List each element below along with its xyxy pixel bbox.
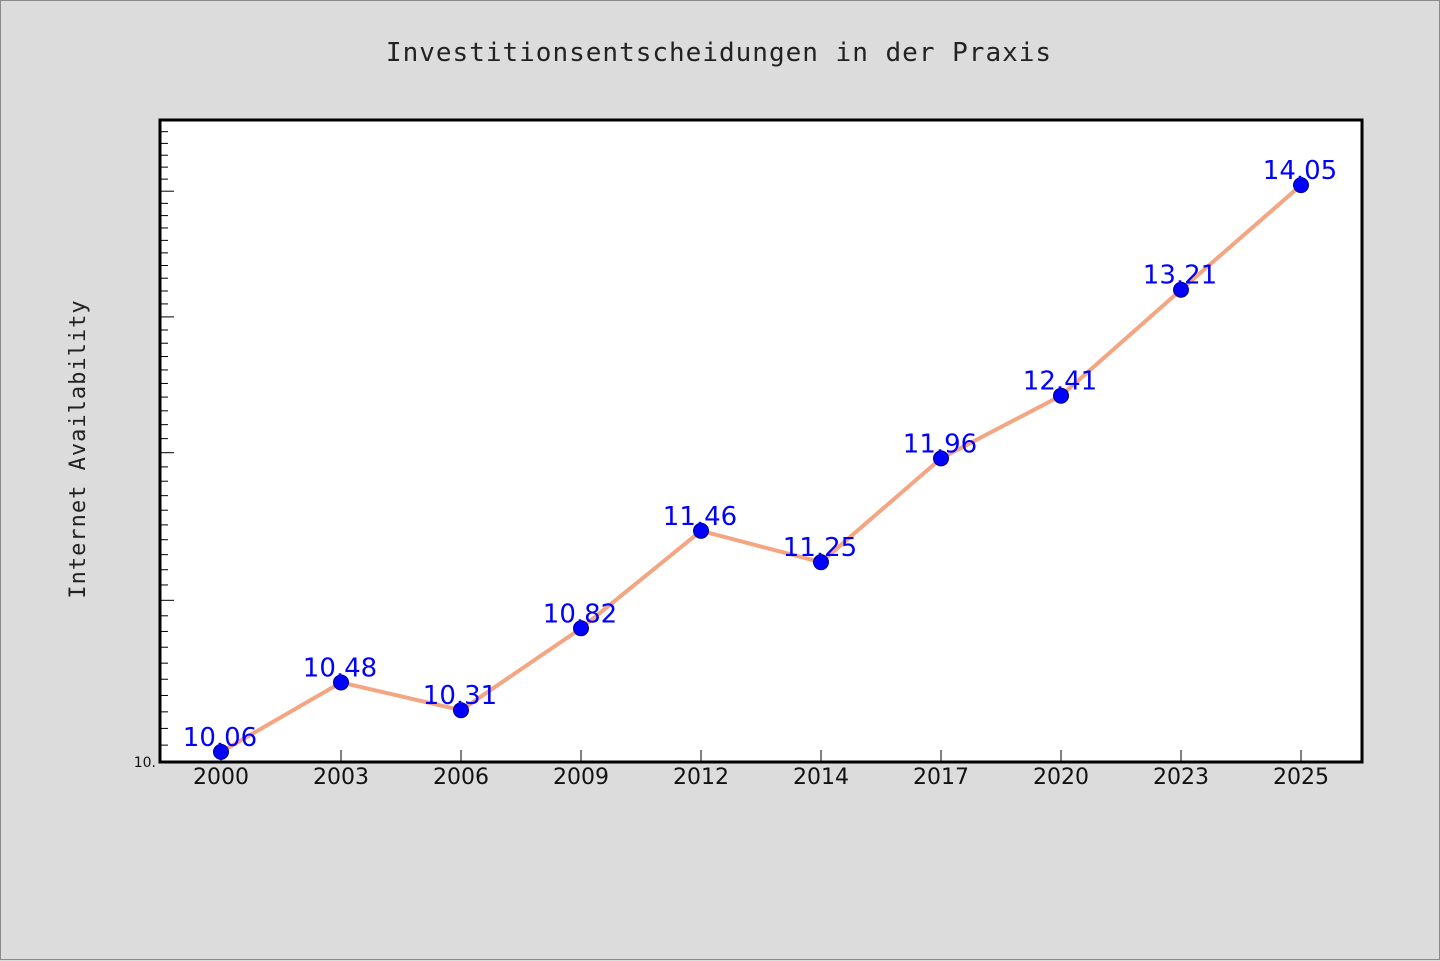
plot-area <box>158 118 1364 764</box>
data-labels: 10.06 10.48 10.31 10.82 11.46 11.25 11.96 12.41… <box>183 156 1337 753</box>
y-axis-ticks <box>160 119 174 763</box>
y-axis-tick-labels: 10. <box>134 755 156 771</box>
data-label: 10.48 <box>303 653 377 683</box>
x-tick-label: 2023 <box>1153 765 1209 790</box>
data-label: 11.46 <box>663 502 737 532</box>
data-label: 13.21 <box>1143 261 1217 291</box>
data-point <box>453 702 469 719</box>
data-point <box>933 450 949 467</box>
y-axis-label: Internet Availability <box>66 299 91 598</box>
data-point <box>213 743 229 760</box>
series-line <box>219 183 1303 754</box>
x-axis-tick-labels: 2000 2003 2006 2009 2012 2014 2017 2020 2023 2025 <box>193 765 1329 790</box>
data-point <box>693 522 709 539</box>
x-tick-label: 2025 <box>1273 765 1329 790</box>
x-tick-label: 2003 <box>313 765 369 790</box>
data-label: 11.96 <box>903 429 977 459</box>
x-tick-label: 2000 <box>193 765 249 790</box>
data-label: 10.06 <box>183 723 257 753</box>
data-label: 14.05 <box>1263 156 1337 186</box>
x-tick-label: 2020 <box>1033 765 1089 790</box>
series-lines <box>219 183 1303 754</box>
x-tick-label: 2017 <box>913 765 969 790</box>
data-label: 10.82 <box>543 599 617 629</box>
data-point <box>813 554 829 571</box>
data-markers <box>213 177 1309 760</box>
x-tick-label: 2006 <box>433 765 489 790</box>
x-tick-label: 2014 <box>793 765 849 790</box>
x-tick-label: 2012 <box>673 765 729 790</box>
data-label: 11.25 <box>783 533 857 563</box>
data-point <box>1293 177 1309 194</box>
data-label: 12.41 <box>1023 367 1097 397</box>
x-tick-label: 2009 <box>553 765 609 790</box>
chart-title: Investitionsentscheidungen in der Praxis <box>386 38 1052 68</box>
data-point <box>333 674 349 691</box>
y-tick-label: 10. <box>134 755 156 771</box>
data-point <box>1173 281 1189 298</box>
data-label: 10.31 <box>423 681 497 711</box>
data-point <box>573 620 589 637</box>
data-point <box>1053 387 1069 404</box>
